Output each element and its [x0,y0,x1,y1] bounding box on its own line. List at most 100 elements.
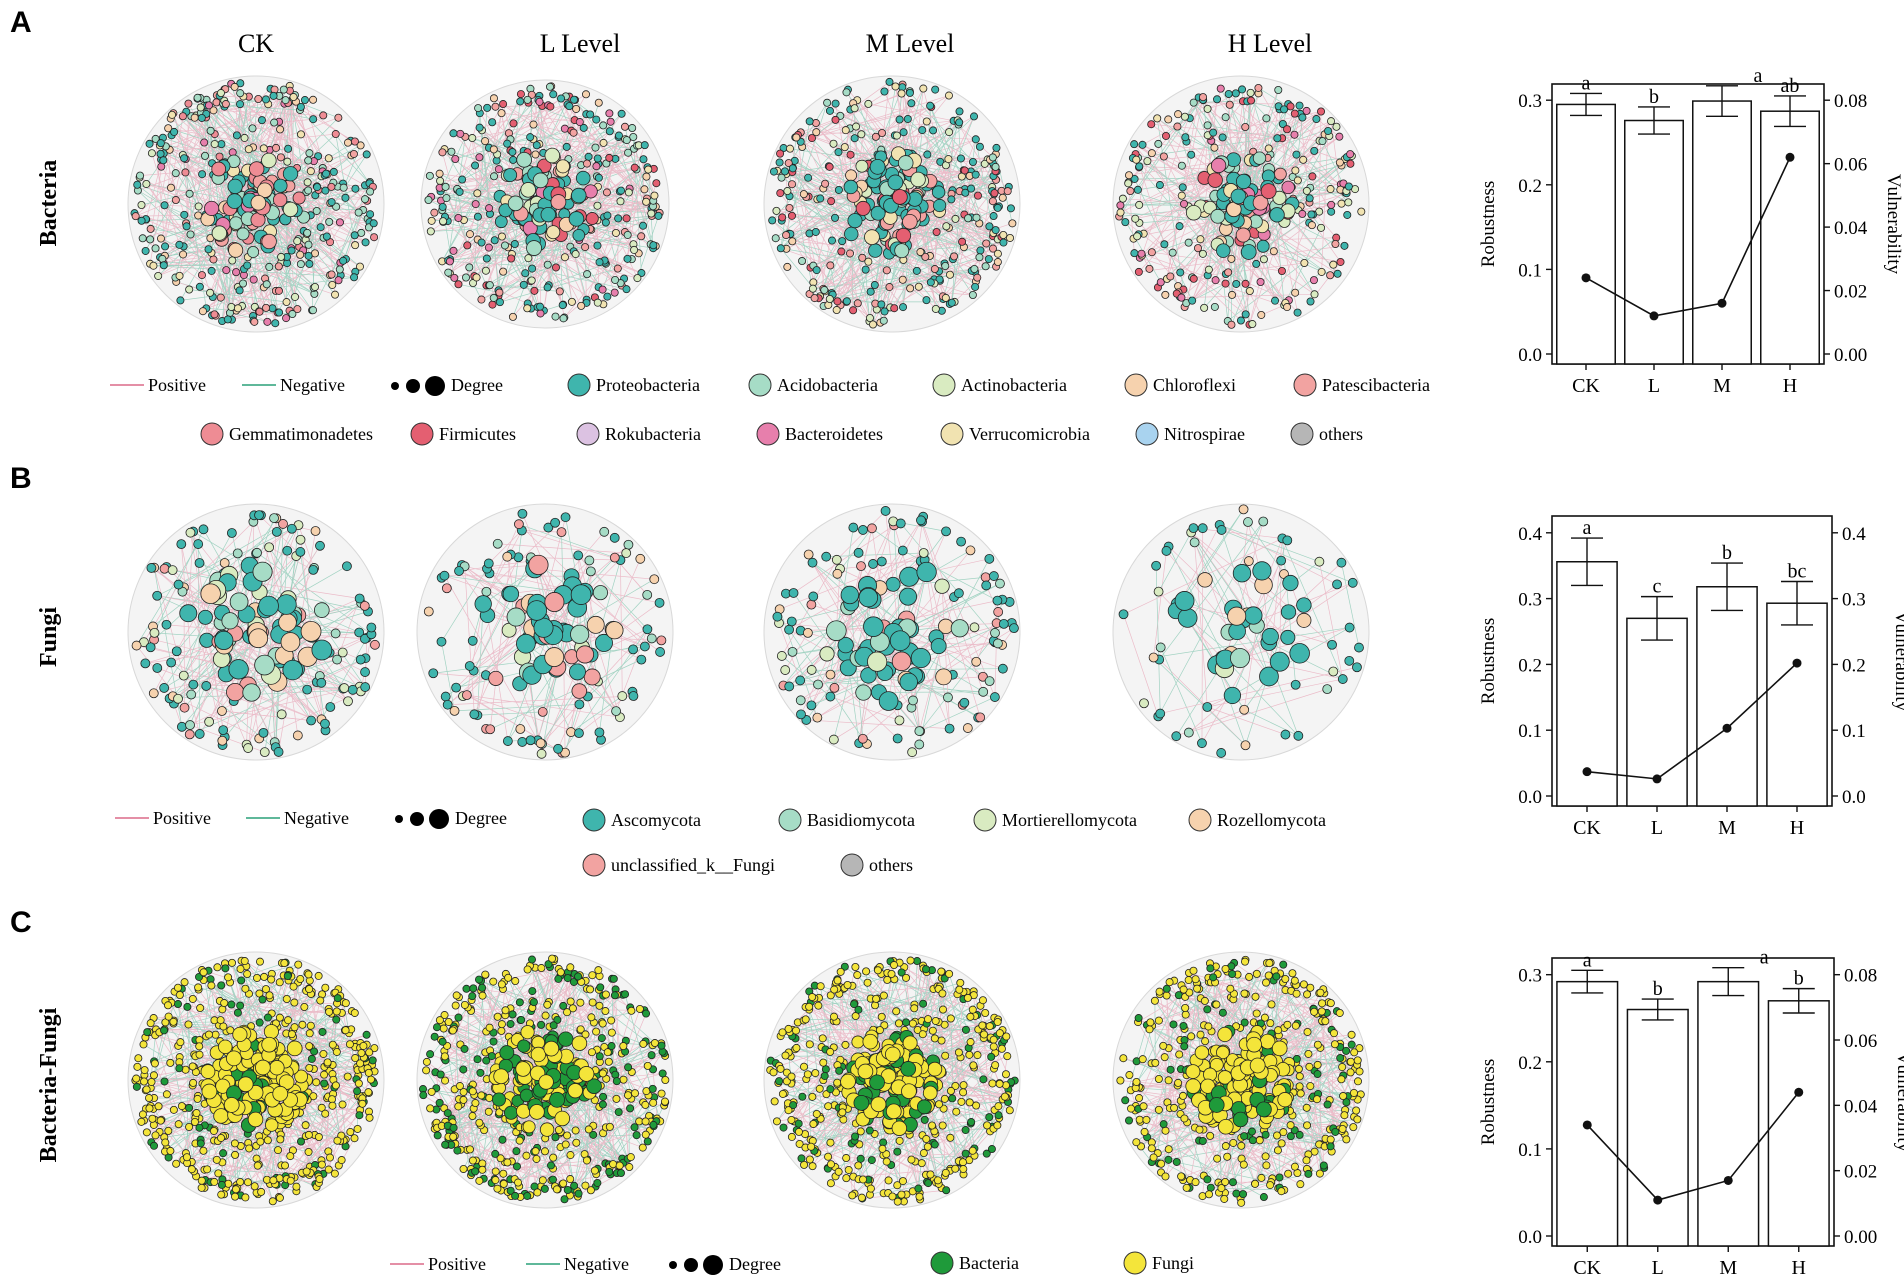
significance-letter: a [1582,72,1591,94]
legend-swatch [748,373,772,397]
legend-positive: Positive [148,375,206,395]
network-bacteria-2 [763,75,1021,333]
legend-taxa-0: Proteobacteria Acidobacteria Actinobacteri… [200,373,1430,446]
legend-swatch [930,1251,954,1275]
y-tick-label: 0.2 [1518,655,1542,676]
degree-dots-icon [395,809,449,829]
legend-label: Ascomycota [611,810,701,830]
legend-swatch [576,422,600,446]
bar [1697,980,1760,1247]
legend-swatch [778,808,802,832]
legend-label: Bacteria [959,1253,1019,1273]
vulnerability-point [1722,723,1732,733]
y2-tick-label: 0.00 [1834,345,1867,366]
x-tick-label: L [1652,1257,1664,1279]
legend-label: Nitrospirae [1164,424,1245,444]
bar [1767,1000,1830,1247]
column-title-3: H Level [1228,29,1312,58]
legend-swatch [1135,422,1159,446]
legend-label: Rozellomycota [1217,810,1326,830]
legend-degree: Degree [729,1254,781,1274]
legend-label: others [869,855,913,875]
legend-label: Verrucomicrobia [969,424,1090,444]
y-axis-label: Robustness [1478,181,1499,268]
degree-dots-icon [391,376,445,396]
y-tick-label: 0.1 [1518,1140,1542,1161]
panel-letter-b: B [10,462,32,495]
y-tick-label: 0.1 [1518,721,1542,742]
legend-negative: Negative [564,1254,629,1274]
network-nodes [772,506,1019,758]
panel-letter-c: C [10,906,32,939]
legend-swatch [1188,808,1212,832]
network-bacteria-3 [1112,75,1370,333]
error-bar [1774,95,1806,128]
network-nodes [768,77,1017,329]
error-bar [1641,595,1673,641]
bar [1556,103,1616,365]
error-bar [1638,106,1670,135]
network-bacteria-1 [420,79,670,329]
legend-label: Bacteroidetes [785,424,883,444]
row-label-0: Bacteria [36,160,62,247]
y2-tick-label: 0.04 [1844,1096,1878,1117]
vulnerability-line [1586,662,1798,780]
y2-tick-label: 0.06 [1844,1031,1877,1052]
vulnerability-point [1785,152,1795,162]
legend-degree: Degree [455,808,507,828]
legend-swatch [1293,373,1317,397]
panel-letter-a: A [10,6,32,39]
significance-letter: b [1722,542,1732,564]
network-nodes [766,956,1019,1206]
y2-tick-label: 0.08 [1834,91,1867,112]
x-tick-label: M [1719,1257,1737,1279]
vulnerability-point [1717,298,1727,308]
network-nodes [1116,955,1365,1207]
error-bar [1781,580,1813,626]
network-nodes [1118,504,1364,758]
x-tick-label: L [1651,817,1663,839]
bar [1760,110,1820,365]
error-bar [1570,92,1602,117]
row-label-1: Fungi [36,607,62,667]
significance-letter: b [1794,968,1804,990]
error-bar [1706,85,1738,117]
bar [1692,100,1752,365]
vulnerability-point [1723,1175,1733,1185]
bar [1556,980,1619,1247]
y2-tick-label: 0.04 [1834,218,1868,239]
column-title-2: M Level [866,29,955,58]
row-label-2: Bacteria-Fungi [36,1007,62,1162]
y-tick-label: 0.0 [1518,345,1542,366]
error-bar [1571,969,1604,994]
y-tick-label: 0.2 [1518,176,1542,197]
error-bar [1571,537,1603,587]
legend-label: Firmicutes [439,424,516,444]
legend-label: Proteobacteria [596,375,700,395]
y-tick-label: 0.2 [1518,1053,1542,1074]
error-bar [1712,967,1745,997]
legend-swatch [410,422,434,446]
significance-letter: ab [1781,75,1800,97]
y2-tick-label: 0.00 [1844,1227,1877,1248]
legend-label: others [1319,424,1363,444]
legend-swatch [1124,373,1148,397]
x-tick-label: H [1783,375,1797,397]
legend-swatch [1290,422,1314,446]
network-nodes [131,956,379,1206]
legend-common-0: Positive Negative Degree [110,375,503,396]
network-nodes [131,510,380,758]
legend-label: Rokubacteria [605,424,701,444]
y2-tick-label: 0.2 [1842,655,1866,676]
x-tick-label: M [1713,375,1731,397]
y-tick-label: 0.3 [1518,590,1542,611]
error-bar [1641,998,1674,1021]
chart-frame [1551,957,1835,1247]
legend-taxa-1: Ascomycota Basidiomycota Mortierellomycota… [582,808,1326,877]
significance-letter: b [1653,978,1663,1000]
y2-tick-label: 0.0 [1842,787,1866,808]
network-fungi-3 [1112,503,1370,761]
chart-a: a CK b La Mab H 0.0 0.1 0.2 0.3 0.00 0.02 0.04 0.06 0.… [1478,65,1904,397]
significance-letter: bc [1788,560,1807,582]
